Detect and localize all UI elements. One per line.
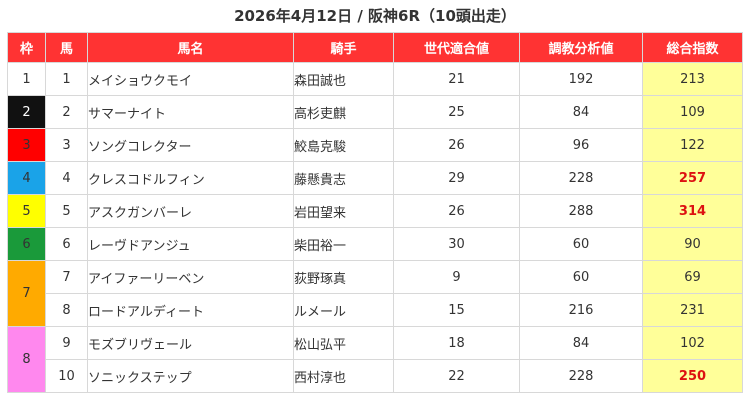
table-row: 2 2 サマーナイト 高杉吏麒 25 84 109 — [7, 95, 743, 129]
chokyo-score-cell: 228 — [519, 161, 643, 195]
waku-cell: 6 — [7, 227, 46, 261]
horse-name-cell: レーヴドアンジュ — [87, 227, 294, 261]
waku-cell: 5 — [7, 194, 46, 228]
chokyo-score-cell: 84 — [519, 95, 643, 129]
sedai-score-cell: 26 — [393, 128, 520, 162]
jockey-cell: 高杉吏麒 — [293, 95, 394, 129]
sedai-score-cell: 15 — [393, 293, 520, 327]
umaban-cell: 8 — [45, 293, 88, 327]
sedai-score-cell: 29 — [393, 161, 520, 195]
sogo-score-cell: 69 — [642, 260, 743, 294]
sogo-score-cell: 257 — [642, 161, 743, 195]
umaban-cell: 3 — [45, 128, 88, 162]
jockey-cell: 鮫島克駿 — [293, 128, 394, 162]
header-sogo-score: 総合指数 — [642, 32, 743, 63]
header-horse-name: 馬名 — [87, 32, 294, 63]
sedai-score-cell: 26 — [393, 194, 520, 228]
chokyo-score-cell: 96 — [519, 128, 643, 162]
jockey-cell: ルメール — [293, 293, 394, 327]
sedai-score-cell: 22 — [393, 359, 520, 393]
jockey-cell: 藤懸貴志 — [293, 161, 394, 195]
sogo-score-cell: 314 — [642, 194, 743, 228]
table-row: 8 9 モズブリヴェール 松山弘平 18 84 102 — [7, 326, 743, 393]
table-row: 5 5 アスクガンバーレ 岩田望来 26 288 314 — [7, 194, 743, 228]
sogo-score-cell: 231 — [642, 293, 743, 327]
sogo-score-cell: 122 — [642, 128, 743, 162]
horse-name-cell: クレスコドルフィン — [87, 161, 294, 195]
jockey-cell: 柴田裕一 — [293, 227, 394, 261]
table-row: 8 ロードアルディート ルメール 15 216 231 — [8, 293, 743, 327]
waku-cell: 2 — [7, 95, 46, 129]
header-waku: 枠 — [7, 32, 46, 63]
horse-name-cell: ソニックステップ — [87, 359, 294, 393]
table-header-row: 枠 馬 馬名 騎手 世代適合値 調教分析値 総合指数 — [7, 32, 743, 63]
jockey-cell: 森田誠也 — [293, 62, 394, 96]
chokyo-score-cell: 192 — [519, 62, 643, 96]
sogo-score-cell: 90 — [642, 227, 743, 261]
sedai-score-cell: 25 — [393, 95, 520, 129]
chokyo-score-cell: 84 — [519, 326, 643, 360]
table-row: 7 7 アイファーリーベン 荻野琢真 9 60 69 — [7, 260, 743, 327]
horse-name-cell: サマーナイト — [87, 95, 294, 129]
sogo-score-cell: 102 — [642, 326, 743, 360]
header-umaban: 馬 — [45, 32, 88, 63]
chokyo-score-cell: 216 — [519, 293, 643, 327]
sedai-score-cell: 9 — [393, 260, 520, 294]
header-jockey: 騎手 — [293, 32, 394, 63]
umaban-cell: 9 — [45, 326, 88, 360]
umaban-cell: 1 — [45, 62, 88, 96]
sogo-score-cell: 213 — [642, 62, 743, 96]
table-row: 6 6 レーヴドアンジュ 柴田裕一 30 60 90 — [7, 227, 743, 261]
header-chokyo-score: 調教分析値 — [519, 32, 643, 63]
header-sedai-score: 世代適合値 — [393, 32, 520, 63]
horse-name-cell: ソングコレクター — [87, 128, 294, 162]
sogo-score-cell: 250 — [642, 359, 743, 393]
horse-name-cell: メイショウクモイ — [87, 62, 294, 96]
jockey-cell: 荻野琢真 — [293, 260, 394, 294]
waku-cell: 3 — [7, 128, 46, 162]
sogo-score-cell: 109 — [642, 95, 743, 129]
race-table: 枠 馬 馬名 騎手 世代適合値 調教分析値 総合指数 1 1 メイショウクモイ 森田誠… — [7, 32, 743, 393]
sedai-score-cell: 30 — [393, 227, 520, 261]
horse-name-cell: モズブリヴェール — [87, 326, 294, 360]
umaban-cell: 6 — [45, 227, 88, 261]
waku-cell: 7 — [7, 260, 46, 327]
sedai-score-cell: 18 — [393, 326, 520, 360]
table-row: 3 3 ソングコレクター 鮫島克駿 26 96 122 — [7, 128, 743, 162]
table-row: 1 1 メイショウクモイ 森田誠也 21 192 213 — [7, 62, 743, 96]
chokyo-score-cell: 60 — [519, 227, 643, 261]
jockey-cell: 松山弘平 — [293, 326, 394, 360]
jockey-cell: 西村淳也 — [293, 359, 394, 393]
chokyo-score-cell: 288 — [519, 194, 643, 228]
umaban-cell: 7 — [45, 260, 88, 294]
waku-cell: 1 — [7, 62, 46, 96]
umaban-cell: 2 — [45, 95, 88, 129]
umaban-cell: 4 — [45, 161, 88, 195]
waku-cell: 8 — [7, 326, 46, 393]
horse-name-cell: アイファーリーベン — [87, 260, 294, 294]
chokyo-score-cell: 60 — [519, 260, 643, 294]
horse-name-cell: アスクガンバーレ — [87, 194, 294, 228]
table-row: 4 4 クレスコドルフィン 藤懸貴志 29 228 257 — [7, 161, 743, 195]
horse-name-cell: ロードアルディート — [87, 293, 294, 327]
waku-cell: 4 — [7, 161, 46, 195]
table-row: 10 ソニックステップ 西村淳也 22 228 250 — [8, 359, 743, 393]
sedai-score-cell: 21 — [393, 62, 520, 96]
page-title: 2026年4月12日 / 阪神6R（10頭出走） — [234, 7, 516, 25]
chokyo-score-cell: 228 — [519, 359, 643, 393]
umaban-cell: 5 — [45, 194, 88, 228]
umaban-cell: 10 — [45, 359, 88, 393]
jockey-cell: 岩田望来 — [293, 194, 394, 228]
